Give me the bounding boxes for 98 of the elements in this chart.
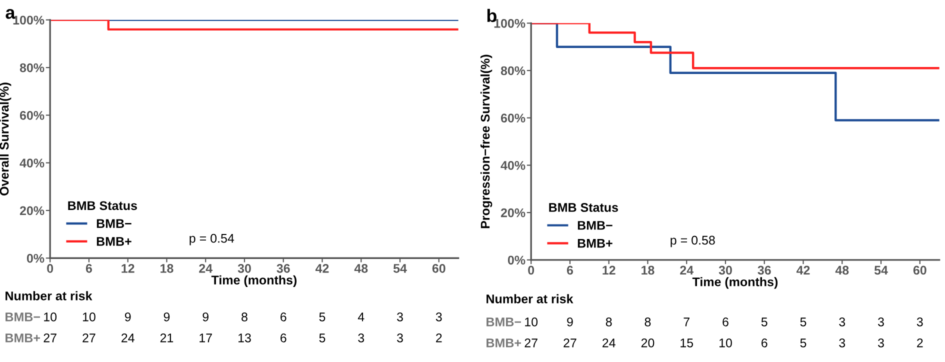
y-tick-label: 60%	[20, 110, 44, 120]
x-tick-label: 6	[566, 266, 573, 275]
text: 3	[878, 338, 884, 348]
x-tick-label: 48	[354, 264, 368, 273]
y-tick-label: 60%	[500, 114, 526, 123]
x-axis-title: Time (months)	[211, 275, 297, 287]
x-tick-label: 42	[315, 264, 329, 273]
text: 4	[358, 312, 364, 322]
text: 27	[524, 338, 538, 348]
text: 6	[280, 312, 286, 322]
legend-label: BMB−	[578, 221, 612, 230]
text: 27	[44, 334, 56, 342]
text: 13	[238, 334, 251, 342]
chart-title: b	[487, 8, 496, 22]
text: 5	[319, 312, 326, 322]
text: 9	[164, 312, 170, 322]
text: Number at risk	[486, 294, 574, 304]
x-tick-label: 24	[680, 266, 694, 275]
x-tick-label: 36	[276, 264, 290, 273]
text: 10	[82, 312, 96, 322]
y-tick-label: 0%	[508, 256, 526, 265]
annotation: p = 0.54	[190, 234, 234, 246]
text: 3	[916, 318, 923, 326]
legend-label: BMB+	[578, 238, 612, 248]
text: 5	[319, 334, 326, 342]
text: 9	[124, 312, 131, 322]
x-tick-label: 30	[718, 266, 732, 275]
y-tick-label: 20%	[20, 206, 44, 216]
text: 5	[800, 338, 806, 348]
chart-title: a	[6, 9, 16, 19]
text: BMB−	[486, 318, 521, 326]
text: BMB+	[486, 338, 521, 348]
text: 3	[878, 318, 884, 326]
text: 9	[202, 312, 208, 322]
text: 8	[242, 312, 248, 322]
text: 10	[44, 312, 57, 322]
text: 21	[160, 334, 174, 342]
text: 3	[397, 334, 403, 342]
text: 20	[641, 338, 654, 348]
y-tick-label: 100%	[494, 18, 526, 28]
text: 6	[722, 318, 728, 326]
text: 10	[525, 318, 538, 326]
x-tick-label: 12	[602, 266, 616, 275]
text: 10	[719, 338, 732, 348]
x-tick-label: 0	[47, 264, 54, 273]
text: 7	[684, 318, 690, 326]
x-tick-label: 60	[432, 264, 446, 273]
y-tick-label: 40%	[500, 161, 526, 170]
x-tick-label: 60	[913, 266, 926, 275]
text: 15	[680, 338, 694, 348]
y-tick-label: 80%	[500, 66, 526, 76]
text: 3	[839, 338, 846, 348]
text: 2	[917, 338, 923, 348]
text: 17	[200, 334, 212, 342]
x-tick-label: 30	[238, 264, 251, 273]
legend-title: BMB Status	[549, 203, 618, 212]
y-axis-title: Overall Survival(%)	[0, 82, 12, 196]
x-tick-label: 18	[160, 264, 174, 273]
y-axis-title: Progression−free Survival(%)	[480, 54, 492, 228]
text: BMB−	[6, 312, 40, 322]
text: 3	[358, 334, 364, 342]
y-tick-label: 20%	[500, 208, 526, 218]
text: 24	[602, 338, 616, 348]
x-tick-label: 18	[642, 266, 654, 275]
legend-label: BMB+	[96, 237, 132, 246]
y-tick-label: 40%	[20, 158, 44, 168]
text: 3	[397, 312, 403, 322]
y-tick-label: 80%	[20, 63, 44, 72]
legend-label: BMB−	[96, 219, 132, 228]
text: 8	[606, 318, 612, 326]
text: 3	[436, 312, 442, 322]
text: 6	[762, 338, 768, 348]
text: Number at risk	[6, 291, 92, 300]
x-tick-label: 12	[122, 264, 134, 273]
text: 8	[644, 318, 651, 326]
text: BMB+	[6, 334, 40, 342]
text: 6	[280, 334, 286, 342]
y-tick-label: 100%	[13, 16, 44, 25]
text: 2	[436, 334, 442, 342]
x-tick-label: 54	[874, 266, 888, 275]
text: 9	[567, 318, 573, 326]
x-tick-label: 42	[796, 266, 810, 275]
x-tick-label: 48	[835, 266, 849, 275]
y-tick-label: 0%	[26, 254, 44, 263]
x-tick-label: 36	[758, 266, 771, 275]
x-tick-label: 6	[86, 264, 92, 273]
text: 3	[839, 318, 846, 326]
text: 27	[82, 334, 96, 342]
text: 5	[800, 318, 806, 326]
annotation: p = 0.58	[670, 236, 715, 248]
text: 27	[564, 338, 576, 348]
x-tick-label: 54	[393, 264, 407, 273]
legend-title: BMB Status	[68, 201, 137, 210]
text: 24	[122, 334, 134, 342]
x-tick-label: 24	[199, 264, 212, 273]
text: 5	[761, 318, 768, 326]
x-axis-title: Time (months)	[692, 277, 778, 289]
x-tick-label: 0	[528, 266, 534, 275]
